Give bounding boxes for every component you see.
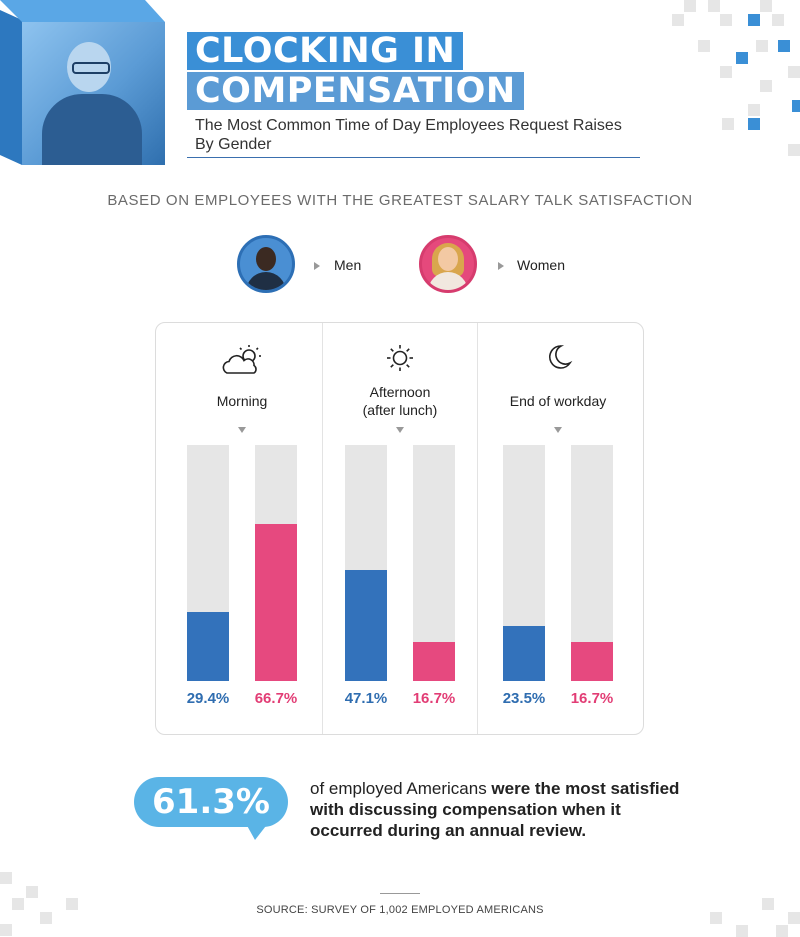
source-divider: [380, 893, 420, 894]
value-label-afternoon-men: 47.1%: [344, 690, 388, 707]
period-label-morning: Morning: [216, 393, 268, 409]
bar-track-end-men: [503, 445, 545, 681]
callout-text-bold: were the most satisfied with discussing …: [310, 779, 680, 840]
bar-afternoon-men: [345, 569, 387, 681]
legend-men-label: Men: [334, 257, 362, 273]
down-arrow-icon: [554, 427, 562, 433]
bar-track-morning-men: [187, 445, 229, 681]
bar-track-afternoon-men: [345, 445, 387, 681]
header-photo: [0, 0, 165, 165]
bar-morning-women: [255, 523, 297, 681]
bar-track-morning-women: [255, 445, 297, 681]
legend-women-label: Women: [517, 257, 565, 273]
bar-end-women: [571, 641, 613, 681]
callout-text: of employed Americans were the most sati…: [310, 778, 690, 841]
legend-arrow-icon: [314, 262, 320, 270]
cloud-sun-icon: [212, 343, 272, 383]
moon-icon: [528, 343, 588, 379]
down-arrow-icon: [238, 427, 246, 433]
stat-bubble: [134, 777, 288, 827]
legend-arrow-icon: [498, 262, 504, 270]
page-subtitle: The Most Common Time of Day Employees Re…: [195, 117, 622, 153]
value-label-morning-women: 66.7%: [254, 690, 298, 707]
value-label-morning-men: 29.4%: [186, 690, 230, 707]
period-label-afternoon: Afternoon: [369, 384, 431, 400]
men-avatar-icon: [237, 235, 295, 293]
column-divider: [477, 323, 478, 734]
bar-track-afternoon-women: [413, 445, 455, 681]
subtitle-divider: [187, 157, 640, 158]
sun-icon: [370, 343, 430, 379]
down-arrow-icon: [396, 427, 404, 433]
stat-value: 61.3%: [152, 782, 270, 822]
period-label-afternoon-sub: (after lunch): [362, 402, 438, 418]
value-label-end-men: 23.5%: [502, 690, 546, 707]
stat-bubble-tail: [245, 822, 269, 840]
period-label-end-of-workday: End of workday: [509, 393, 607, 409]
basis-note: BASED ON EMPLOYEES WITH THE GREATEST SAL…: [107, 192, 693, 209]
bar-afternoon-women: [413, 641, 455, 681]
bar-morning-men: [187, 611, 229, 681]
bar-end-men: [503, 625, 545, 681]
bar-track-end-women: [571, 445, 613, 681]
column-divider: [322, 323, 323, 734]
page-title-line-2: COMPENSATION: [187, 72, 524, 110]
source-note: SOURCE: SURVEY OF 1,002 EMPLOYED AMERICA…: [256, 904, 544, 916]
women-avatar-icon: [419, 235, 477, 293]
value-label-end-women: 16.7%: [570, 690, 614, 707]
callout-text-plain: of employed Americans: [310, 779, 492, 798]
page-title-line-1: CLOCKING IN: [187, 32, 464, 70]
value-label-afternoon-women: 16.7%: [412, 690, 456, 707]
chart-panel: [155, 322, 644, 735]
